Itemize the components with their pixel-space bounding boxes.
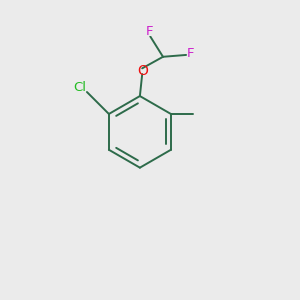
Text: F: F xyxy=(187,47,194,60)
Text: O: O xyxy=(137,64,148,78)
Text: F: F xyxy=(146,25,153,38)
Text: Cl: Cl xyxy=(73,81,86,94)
